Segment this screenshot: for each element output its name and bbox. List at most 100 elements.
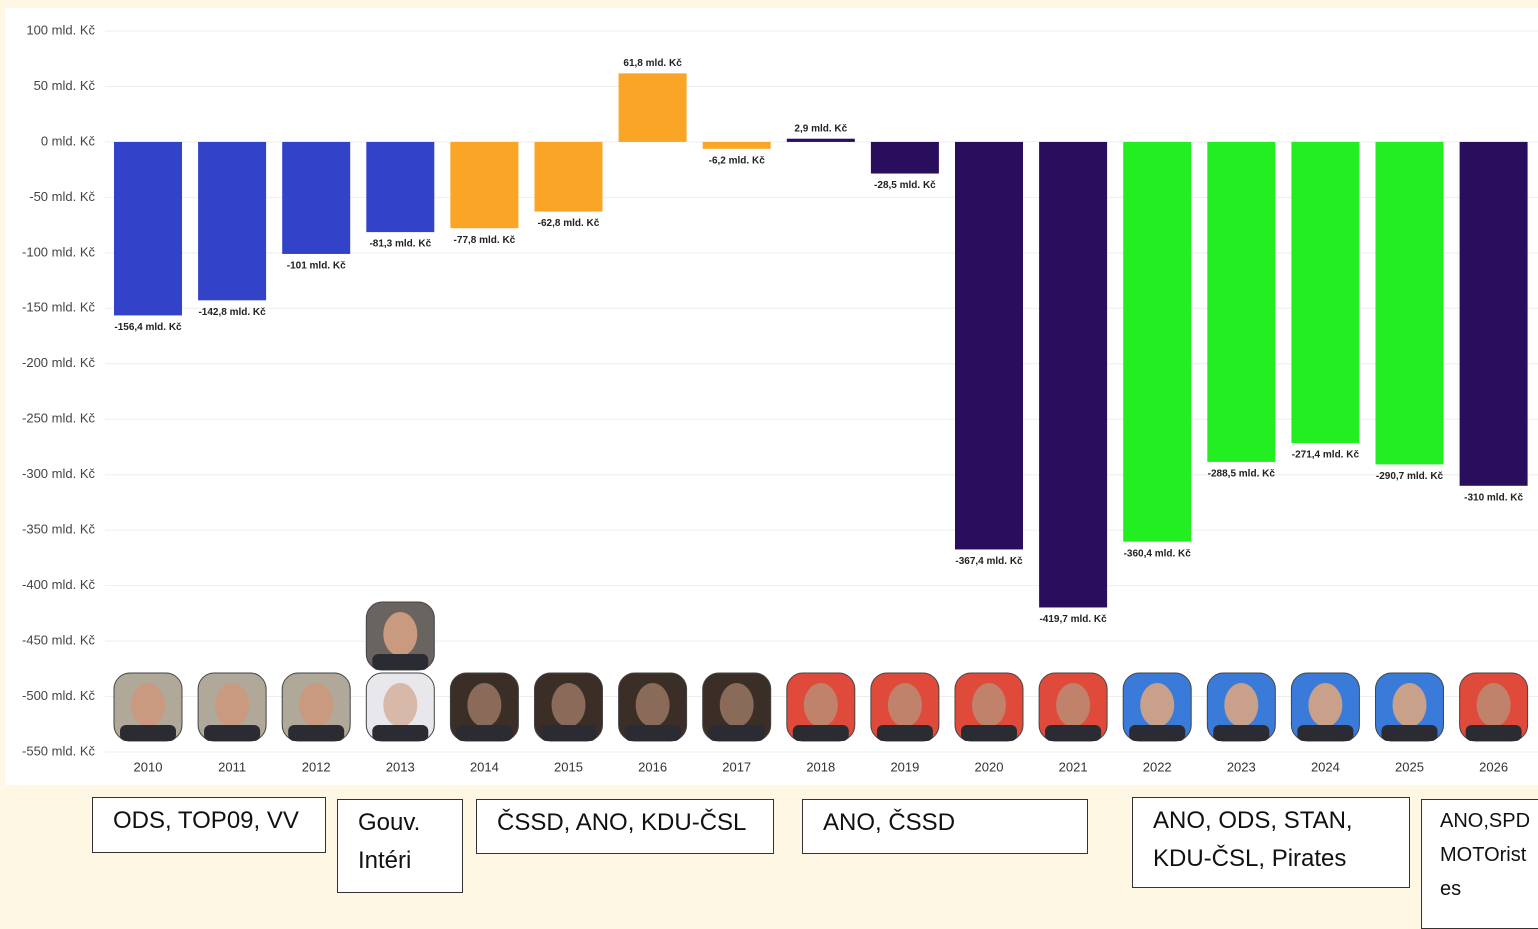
portrait-body: [372, 725, 429, 741]
value-label: -62,8 mld. Kč: [538, 218, 600, 229]
x-tick-label: 2025: [1395, 759, 1424, 774]
portrait-face: [1392, 683, 1427, 727]
value-label: -156,4 mld. Kč: [114, 322, 182, 333]
x-tick-label: 2010: [134, 759, 163, 774]
portrait-body: [120, 725, 176, 741]
portrait-face: [1224, 683, 1259, 727]
coalition-label: Gouv. Intéri: [337, 799, 463, 893]
x-tick-label: 2022: [1143, 759, 1172, 774]
y-tick-label: -250 mld. Kč: [22, 411, 95, 426]
x-tick-label: 2015: [554, 759, 583, 774]
bar: [955, 141, 1023, 550]
portrait-face: [803, 683, 838, 727]
portrait-face: [1476, 683, 1511, 727]
coalition-label: ODS, TOP09, VV: [92, 797, 326, 853]
portrait-body: [1213, 725, 1270, 741]
portrait-face: [635, 683, 670, 727]
value-label: -360,4 mld. Kč: [1124, 548, 1192, 559]
x-tick-label: 2020: [975, 759, 1004, 774]
y-tick-label: 0 mld. Kč: [41, 133, 96, 148]
value-label: 2,9 mld. Kč: [794, 123, 847, 134]
portrait-body: [1465, 725, 1522, 741]
portrait-body: [372, 654, 429, 670]
portrait-face: [887, 683, 922, 727]
portrait-body: [288, 725, 345, 741]
y-tick-label: 100 mld. Kč: [26, 22, 95, 37]
coalition-label: ANO, ČSSD: [802, 799, 1088, 854]
y-tick-label: -450 mld. Kč: [22, 633, 95, 648]
portrait-body: [1045, 725, 1102, 741]
value-label: -271,4 mld. Kč: [1292, 450, 1360, 461]
x-tick-label: 2012: [302, 759, 331, 774]
x-tick-label: 2019: [890, 759, 919, 774]
value-label: -310 mld. Kč: [1464, 492, 1523, 503]
value-label: -142,8 mld. Kč: [198, 307, 266, 318]
portrait-face: [972, 683, 1006, 727]
value-label: -101 mld. Kč: [287, 261, 346, 272]
plot-background: [5, 8, 1538, 785]
y-tick-label: -550 mld. Kč: [22, 743, 95, 758]
y-tick-label: -500 mld. Kč: [22, 688, 95, 703]
y-tick-label: 50 mld. Kč: [34, 78, 96, 93]
portrait-face: [299, 683, 334, 727]
x-tick-label: 2021: [1059, 759, 1088, 774]
portrait-body: [961, 725, 1017, 741]
coalition-label: ANO, ODS, STAN, KDU-ČSL, Pirates: [1132, 797, 1410, 888]
portrait-body: [792, 725, 849, 741]
y-tick-label: -350 mld. Kč: [22, 522, 95, 537]
portrait-face: [719, 683, 754, 727]
bar: [1375, 141, 1444, 465]
bar: [366, 141, 435, 233]
bar: [1459, 141, 1528, 486]
x-tick-label: 2026: [1479, 759, 1508, 774]
portrait-face: [131, 683, 165, 727]
portrait-face: [215, 683, 250, 727]
value-label: 61,8 mld. Kč: [623, 58, 682, 69]
portrait-body: [708, 725, 765, 741]
portrait-body: [624, 725, 681, 741]
bar: [198, 141, 267, 301]
bar: [114, 141, 182, 316]
x-tick-label: 2017: [722, 759, 751, 774]
portrait-face: [551, 683, 586, 727]
portrait-body: [540, 725, 597, 741]
portrait-body: [204, 725, 261, 741]
bar: [450, 141, 519, 229]
bar: [1291, 141, 1360, 443]
bar: [702, 141, 771, 149]
x-tick-label: 2013: [386, 759, 415, 774]
portrait-face: [1308, 683, 1343, 727]
value-label: -77,8 mld. Kč: [454, 235, 516, 246]
portrait-body: [1381, 725, 1438, 741]
y-tick-label: -100 mld. Kč: [22, 244, 95, 259]
portrait-body: [1129, 725, 1186, 741]
y-tick-label: -200 mld. Kč: [22, 355, 95, 370]
y-tick-label: -150 mld. Kč: [22, 300, 95, 315]
portrait-face: [383, 683, 418, 727]
portrait-body: [876, 725, 933, 741]
bar: [618, 73, 687, 142]
value-label: -81,3 mld. Kč: [369, 239, 431, 250]
x-tick-label: 2016: [638, 759, 667, 774]
bar: [1123, 141, 1192, 542]
portrait-body: [456, 725, 513, 741]
bar: [786, 138, 855, 142]
coalition-label: ČSSD, ANO, KDU-ČSL: [476, 799, 774, 854]
value-label: -288,5 mld. Kč: [1208, 469, 1276, 480]
value-label: -290,7 mld. Kč: [1376, 471, 1444, 482]
value-label: -28,5 mld. Kč: [874, 180, 936, 191]
bar: [870, 141, 939, 174]
x-tick-label: 2018: [806, 759, 835, 774]
portrait-face: [383, 612, 418, 656]
coalition-label: ANO,SPD MOTOrist es: [1421, 799, 1538, 929]
bar: [534, 141, 603, 212]
bar: [282, 141, 351, 254]
y-tick-label: -300 mld. Kč: [22, 466, 95, 481]
bar: [1207, 141, 1276, 462]
portrait-body: [1297, 725, 1354, 741]
portrait-face: [467, 683, 502, 727]
x-tick-label: 2014: [470, 759, 499, 774]
value-label: -6,2 mld. Kč: [709, 155, 766, 166]
y-tick-label: -50 mld. Kč: [29, 189, 95, 204]
